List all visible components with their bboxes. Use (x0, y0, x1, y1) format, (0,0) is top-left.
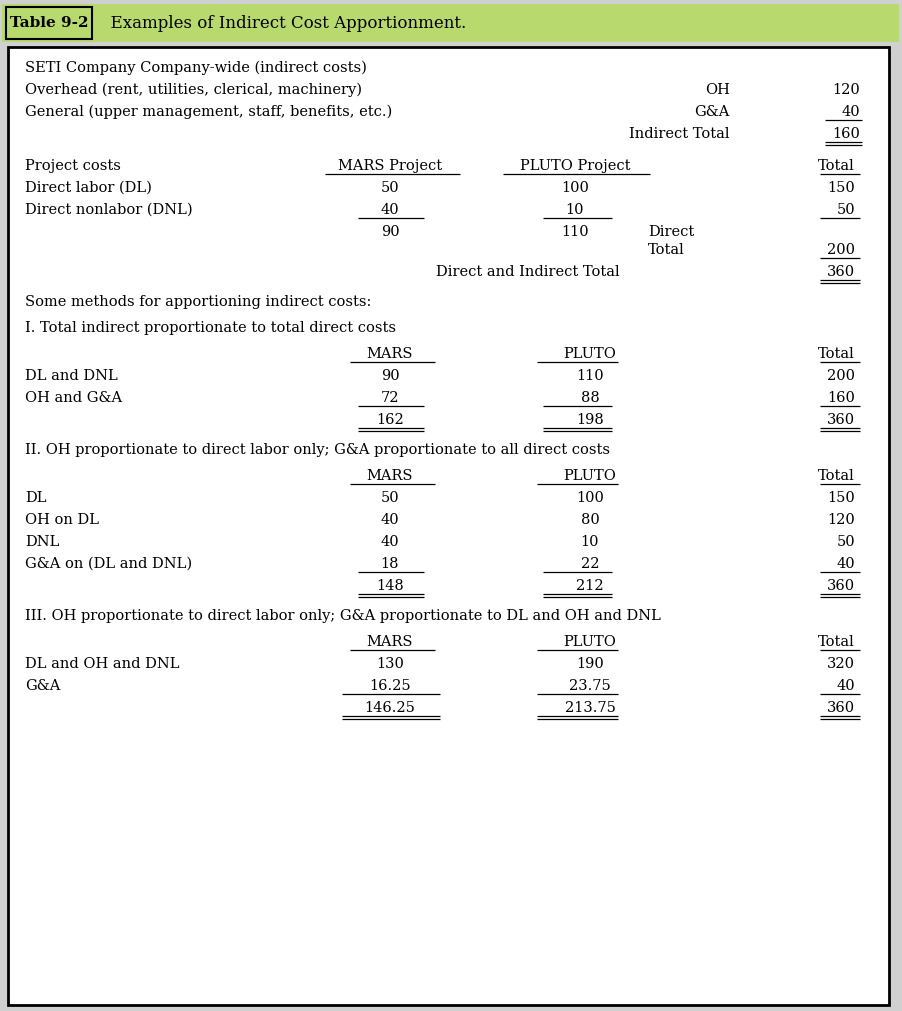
Text: Direct nonlabor (DNL): Direct nonlabor (DNL) (25, 203, 192, 217)
Text: Total: Total (817, 347, 854, 361)
Text: II. OH proportionate to direct labor only; G&A proportionate to all direct costs: II. OH proportionate to direct labor onl… (25, 443, 610, 457)
Text: 50: 50 (381, 491, 399, 506)
Text: 200: 200 (826, 369, 854, 383)
Text: I. Total indirect proportionate to total direct costs: I. Total indirect proportionate to total… (25, 321, 396, 335)
Text: PLUTO: PLUTO (563, 469, 616, 483)
Text: PLUTO Project: PLUTO Project (520, 159, 630, 173)
Text: 120: 120 (826, 513, 854, 527)
Text: 198: 198 (575, 413, 603, 427)
Text: Table 9-2: Table 9-2 (10, 16, 88, 30)
FancyBboxPatch shape (2, 4, 898, 42)
Text: 80: 80 (580, 513, 599, 527)
Text: 16.25: 16.25 (369, 679, 410, 693)
Text: OH on DL: OH on DL (25, 513, 99, 527)
Text: 40: 40 (381, 203, 399, 217)
Text: DL and DNL: DL and DNL (25, 369, 117, 383)
Text: 110: 110 (560, 225, 588, 239)
Text: DL and OH and DNL: DL and OH and DNL (25, 657, 179, 671)
Text: 360: 360 (826, 701, 854, 715)
Text: 40: 40 (381, 513, 399, 527)
Text: 40: 40 (835, 679, 854, 693)
Text: 110: 110 (575, 369, 603, 383)
Text: DNL: DNL (25, 535, 60, 549)
Text: PLUTO: PLUTO (563, 347, 616, 361)
Text: 50: 50 (835, 535, 854, 549)
Text: 150: 150 (826, 181, 854, 195)
Text: 146.25: 146.25 (364, 701, 415, 715)
Text: 10: 10 (580, 535, 599, 549)
Text: G&A: G&A (25, 679, 60, 693)
Text: 162: 162 (376, 413, 403, 427)
Text: SETI Company Company-wide (indirect costs): SETI Company Company-wide (indirect cost… (25, 61, 366, 76)
Text: Total: Total (817, 159, 854, 173)
Text: 130: 130 (375, 657, 403, 671)
Text: 200: 200 (826, 243, 854, 257)
Text: 360: 360 (826, 265, 854, 279)
Text: 40: 40 (835, 557, 854, 571)
Text: G&A: G&A (694, 105, 729, 119)
Text: PLUTO: PLUTO (563, 635, 616, 649)
FancyBboxPatch shape (8, 47, 888, 1005)
Text: 320: 320 (826, 657, 854, 671)
Text: OH and G&A: OH and G&A (25, 391, 122, 405)
Text: 360: 360 (826, 579, 854, 593)
Text: 190: 190 (575, 657, 603, 671)
Text: DL: DL (25, 491, 46, 506)
Text: General (upper management, staff, benefits, etc.): General (upper management, staff, benefi… (25, 105, 391, 119)
Text: 40: 40 (841, 105, 859, 119)
Text: Examples of Indirect Cost Apportionment.: Examples of Indirect Cost Apportionment. (100, 14, 465, 31)
Text: Project costs: Project costs (25, 159, 121, 173)
Text: 40: 40 (381, 535, 399, 549)
Text: 213.75: 213.75 (564, 701, 615, 715)
Text: Total: Total (817, 469, 854, 483)
Text: 88: 88 (580, 391, 599, 405)
Text: Indirect Total: Indirect Total (629, 127, 729, 141)
Text: 100: 100 (575, 491, 603, 506)
Text: MARS: MARS (366, 635, 413, 649)
Text: 160: 160 (832, 127, 859, 141)
Text: Total: Total (817, 635, 854, 649)
Text: 160: 160 (826, 391, 854, 405)
Text: 120: 120 (832, 83, 859, 97)
Text: 148: 148 (376, 579, 403, 593)
FancyBboxPatch shape (6, 7, 92, 39)
Text: 100: 100 (560, 181, 588, 195)
Text: 90: 90 (381, 369, 399, 383)
Text: 72: 72 (381, 391, 399, 405)
Text: III. OH proportionate to direct labor only; G&A proportionate to DL and OH and D: III. OH proportionate to direct labor on… (25, 609, 660, 623)
Text: 360: 360 (826, 413, 854, 427)
Text: 90: 90 (381, 225, 399, 239)
Text: Direct and Indirect Total: Direct and Indirect Total (436, 265, 620, 279)
Text: 50: 50 (835, 203, 854, 217)
Text: 150: 150 (826, 491, 854, 506)
Text: Total: Total (648, 243, 684, 257)
Text: MARS: MARS (366, 469, 413, 483)
Text: Some methods for apportioning indirect costs:: Some methods for apportioning indirect c… (25, 295, 371, 309)
Text: OH: OH (704, 83, 729, 97)
Text: 50: 50 (381, 181, 399, 195)
Text: 23.75: 23.75 (568, 679, 610, 693)
Text: G&A on (DL and DNL): G&A on (DL and DNL) (25, 557, 192, 571)
Text: 22: 22 (580, 557, 599, 571)
Text: 212: 212 (575, 579, 603, 593)
Text: 10: 10 (566, 203, 584, 217)
Text: 18: 18 (381, 557, 399, 571)
Text: Direct: Direct (648, 225, 694, 239)
Text: MARS: MARS (366, 347, 413, 361)
Text: Direct labor (DL): Direct labor (DL) (25, 181, 152, 195)
Text: MARS Project: MARS Project (337, 159, 442, 173)
Text: Overhead (rent, utilities, clerical, machinery): Overhead (rent, utilities, clerical, mac… (25, 83, 362, 97)
